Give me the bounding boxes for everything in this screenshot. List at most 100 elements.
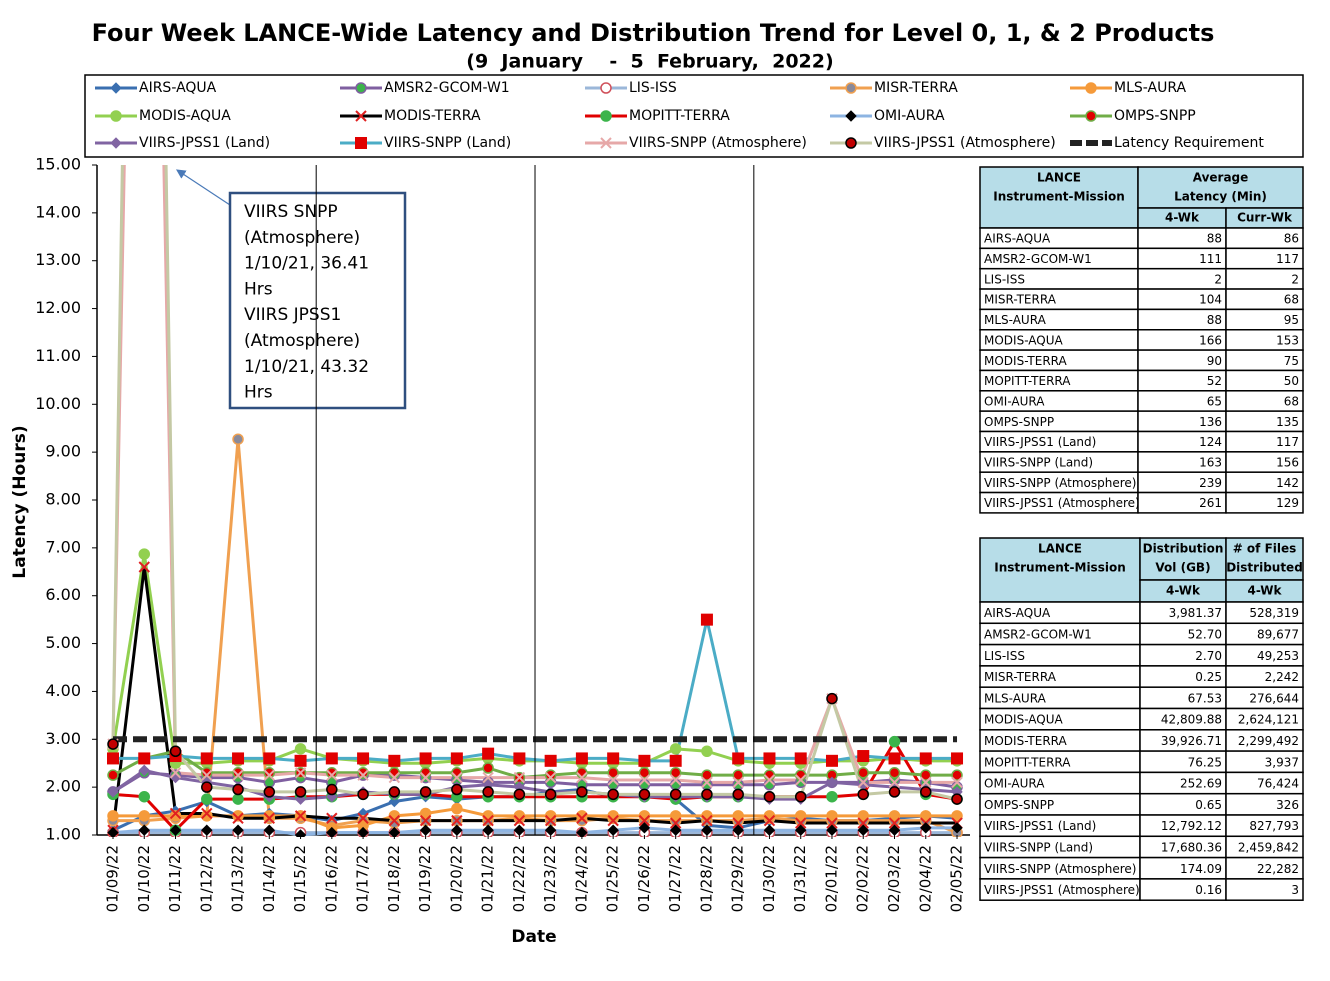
- legend-label: Latency Requirement: [1114, 135, 1264, 151]
- table-cell-text: OMPS-SNPP: [984, 415, 1054, 429]
- point: [357, 752, 370, 765]
- legend-label: AMSR2-GCOM-W1: [384, 80, 510, 96]
- point: [513, 814, 526, 827]
- point: [607, 767, 619, 779]
- point: [732, 817, 744, 829]
- table-cell-text: 17,680.36: [1161, 840, 1222, 854]
- table-cell-text: 50: [1284, 374, 1299, 388]
- x-tick-label: 01/12/22: [197, 845, 215, 912]
- table-cell-text: 39,926.71: [1161, 734, 1222, 748]
- point: [357, 812, 369, 824]
- table-cell-text: 76,424: [1257, 777, 1299, 791]
- table-cell-text: 142: [1276, 476, 1299, 490]
- table-cell-text: 52.70: [1188, 627, 1222, 641]
- table-cell-text: 0.65: [1195, 798, 1222, 812]
- table-cell-text: VIIRS-JPSS1 (Atmosphere): [984, 496, 1140, 510]
- point: [138, 810, 151, 822]
- point: [576, 771, 588, 784]
- x-tick-label: 02/01/22: [822, 845, 840, 912]
- point: [845, 137, 857, 149]
- point: [388, 771, 401, 784]
- point: [138, 752, 151, 765]
- table-cell: [979, 537, 1141, 603]
- point: [845, 110, 857, 122]
- point: [451, 802, 463, 815]
- point: [232, 812, 244, 824]
- point: [232, 793, 244, 805]
- point: [232, 783, 244, 796]
- point: [732, 769, 744, 781]
- table-cell-text: LIS-ISS: [984, 272, 1025, 286]
- point: [355, 82, 367, 94]
- legend-label: MOPITT-TERRA: [629, 108, 730, 124]
- point: [888, 767, 901, 779]
- point: [951, 810, 963, 822]
- point: [294, 754, 307, 767]
- x-tick-label: 02/05/22: [948, 845, 966, 912]
- legend-label: AIRS-AQUA: [139, 80, 217, 96]
- point: [951, 769, 963, 781]
- annotation-arrow: [175, 169, 231, 206]
- point: [169, 807, 182, 820]
- point: [701, 769, 713, 781]
- table-cell-text: 117: [1276, 252, 1299, 266]
- point: [326, 783, 338, 796]
- table-cell-text: OMI-AURA: [984, 777, 1045, 791]
- point: [544, 771, 557, 784]
- table-cell-text: 261: [1199, 496, 1222, 510]
- point: [826, 692, 838, 705]
- point: [451, 814, 463, 827]
- x-tick-label: 01/20/22: [447, 845, 465, 912]
- point: [357, 826, 369, 837]
- point: [357, 788, 369, 801]
- point: [513, 752, 526, 765]
- table-cell-text: 2: [1214, 272, 1222, 286]
- table-subheader: 4-Wk: [1166, 584, 1201, 598]
- point: [669, 810, 682, 822]
- table-cell-text: 156: [1276, 456, 1299, 470]
- table-cell-text: 166: [1199, 333, 1222, 347]
- table-cell-text: 65: [1207, 394, 1222, 408]
- y-tick-label: 14.00: [35, 202, 81, 221]
- table-cell-text: 12,792.12: [1161, 819, 1222, 833]
- table-cell-text: 827,793: [1249, 819, 1299, 833]
- point: [826, 810, 838, 822]
- point: [638, 822, 651, 834]
- legend-label: MISR-TERRA: [874, 80, 958, 96]
- table-cell-text: VIIRS-JPSS1 (Land): [984, 435, 1096, 449]
- table-subheader: Curr-Wk: [1237, 211, 1293, 225]
- table-cell-text: 136: [1199, 415, 1222, 429]
- table-header: Distribution: [1143, 542, 1224, 556]
- table-cell-text: 276,644: [1249, 691, 1299, 705]
- point: [576, 812, 588, 824]
- point: [201, 793, 213, 805]
- point: [857, 810, 869, 822]
- table-cell-text: MODIS-AQUA: [984, 333, 1063, 347]
- point: [576, 810, 588, 822]
- table-cell-text: AIRS-AQUA: [984, 232, 1051, 246]
- point: [388, 754, 401, 767]
- annotation-text: Hrs: [244, 383, 273, 403]
- x-tick-label: 01/26/22: [635, 845, 653, 912]
- table-cell-text: MISR-TERRA: [984, 293, 1057, 307]
- point: [263, 786, 276, 798]
- table-cell-text: 95: [1284, 313, 1299, 327]
- point: [357, 767, 369, 779]
- point: [701, 745, 713, 757]
- point: [138, 764, 150, 777]
- point: [232, 752, 245, 765]
- point: [826, 790, 838, 803]
- table-header: Latency (Min): [1174, 190, 1267, 204]
- table-header: Instrument-Mission: [993, 190, 1125, 204]
- table-cell-text: 3,981.37: [1169, 606, 1222, 620]
- point: [732, 776, 744, 789]
- point: [107, 786, 119, 798]
- point: [701, 776, 713, 789]
- table-cell-text: 528,319: [1249, 606, 1299, 620]
- y-tick-label: 9.00: [45, 442, 81, 461]
- table-cell-text: MISR-TERRA: [984, 670, 1057, 684]
- table-subheader: 4-Wk: [1247, 584, 1282, 598]
- point: [110, 82, 122, 94]
- table-cell-text: 326: [1276, 798, 1299, 812]
